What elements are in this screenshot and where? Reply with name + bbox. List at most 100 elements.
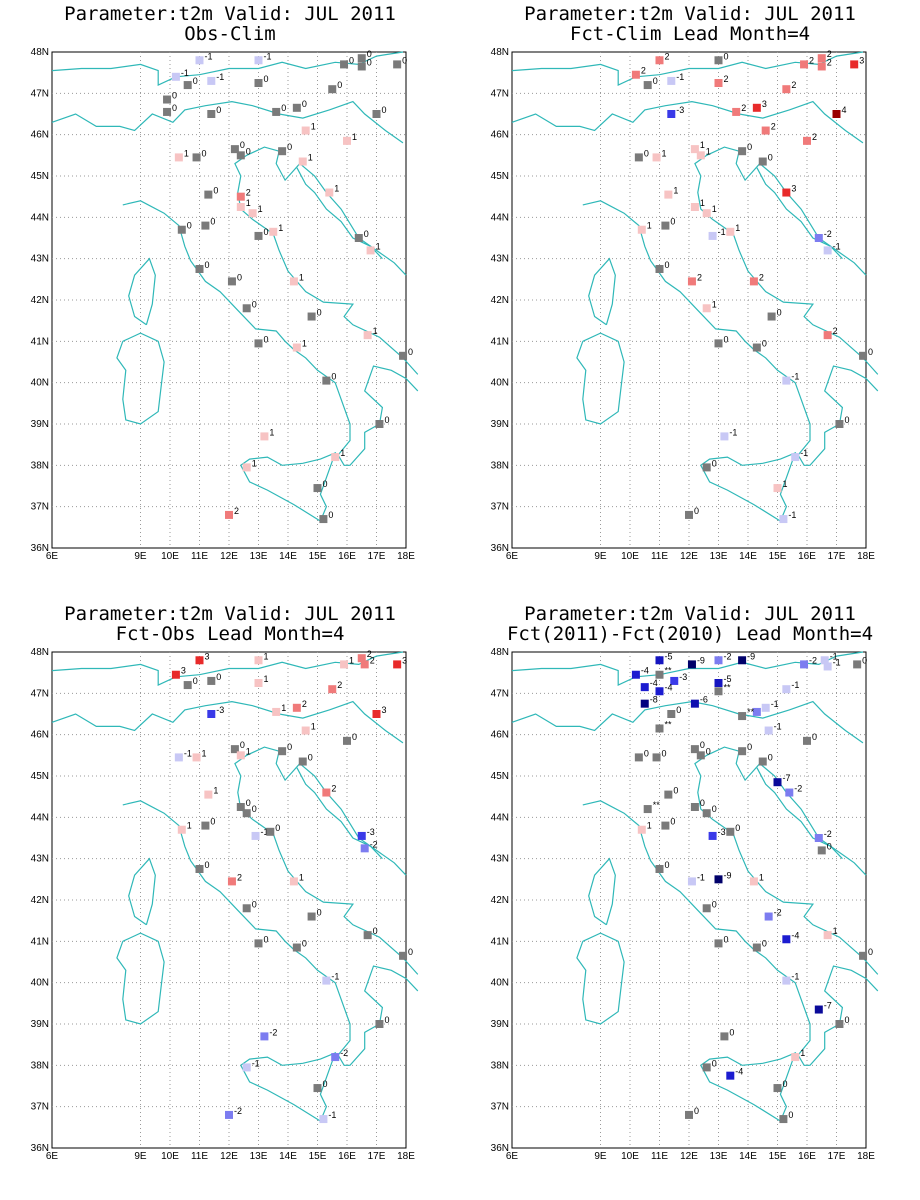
lon-tick-label: 18E <box>857 1151 875 1162</box>
lat-tick-label: 39N <box>491 419 509 430</box>
station-marker <box>667 110 676 118</box>
lat-tick-label: 44N <box>491 812 509 823</box>
station-marker <box>758 157 767 166</box>
station-marker <box>823 246 832 255</box>
station-value-label: -2 <box>794 784 802 794</box>
lon-tick-label: 16E <box>798 1151 816 1162</box>
station-value-label: 0 <box>264 74 269 84</box>
station-marker <box>640 699 649 708</box>
station-marker <box>195 656 204 665</box>
station-value-label: -9 <box>697 655 705 665</box>
station-marker <box>195 265 204 273</box>
lat-tick-label: 43N <box>491 254 509 265</box>
lat-tick-label: 42N <box>31 895 49 906</box>
station-marker <box>643 805 652 814</box>
station-value-label: 0 <box>712 899 717 909</box>
station-value-label: 3 <box>205 651 210 661</box>
lon-tick-label: 15E <box>769 1151 787 1162</box>
station-value-label: 0 <box>328 510 333 520</box>
station-value-label: 1 <box>376 241 381 251</box>
station-marker <box>230 145 239 154</box>
station-value-label: 0 <box>172 91 177 101</box>
station-value-label: 0 <box>323 479 328 489</box>
lat-tick-label: 41N <box>491 936 509 947</box>
station-marker <box>195 56 204 65</box>
station-marker <box>292 103 301 112</box>
station-marker <box>163 95 172 104</box>
station-value-label: 4 <box>842 105 847 115</box>
station-value-label: 2 <box>724 74 729 84</box>
station-marker <box>714 679 723 687</box>
station-value-label: -2 <box>269 1027 277 1037</box>
station-marker <box>696 751 705 760</box>
lon-tick-label: 15E <box>769 551 787 562</box>
station-value-label: 0 <box>384 1015 389 1025</box>
station-marker <box>328 685 337 694</box>
lat-tick-label: 46N <box>31 130 49 141</box>
lat-tick-label: 46N <box>491 130 509 141</box>
station-value-label: -3 <box>718 827 726 837</box>
station-value-label: 0 <box>367 49 372 59</box>
station-value-label: 0 <box>868 947 873 957</box>
lon-tick-label: 11E <box>191 551 208 562</box>
station-marker <box>254 79 263 87</box>
lat-tick-label: 40N <box>31 378 49 389</box>
station-value-label: 1 <box>187 821 192 831</box>
station-marker <box>814 1005 823 1014</box>
station-value-label: -1 <box>216 72 224 82</box>
station-marker <box>803 136 811 145</box>
station-marker <box>640 683 649 692</box>
station-value-label: -9 <box>724 870 732 880</box>
station-value-label: 0 <box>281 103 286 113</box>
lat-tick-label: 37N <box>491 502 509 513</box>
lon-tick-label: 15E <box>309 551 327 562</box>
station-value-label: 2 <box>370 655 375 665</box>
lon-tick-label: 14E <box>739 1151 757 1162</box>
coastline <box>122 200 419 466</box>
station-value-label: 1 <box>700 140 705 150</box>
station-marker <box>850 60 859 69</box>
station-value-label: -9 <box>747 651 755 661</box>
station-value-label: 2 <box>302 699 307 709</box>
station-marker <box>183 81 192 90</box>
station-value-label: 1 <box>647 221 652 231</box>
station-value-label: -2 <box>824 229 832 239</box>
station-marker <box>758 757 767 766</box>
station-marker <box>752 943 761 952</box>
station-marker <box>738 712 747 721</box>
station-marker <box>687 877 696 886</box>
station-marker <box>289 877 298 886</box>
lon-tick-label: 6E <box>46 551 59 562</box>
station-marker <box>325 188 334 197</box>
station-marker <box>192 153 201 162</box>
station-marker <box>242 809 251 818</box>
station-marker <box>319 515 328 524</box>
station-marker <box>696 151 705 160</box>
station-marker <box>399 351 408 360</box>
lat-tick-label: 48N <box>491 47 509 58</box>
station-marker <box>764 912 773 921</box>
panel-fct-obs: Parameter:t2m Valid: JUL 2011 Fct-Obs Le… <box>0 600 460 1200</box>
station-value-label: 1 <box>311 122 316 132</box>
station-value-label: 1 <box>264 674 269 684</box>
station-marker <box>236 803 245 811</box>
station-value-label: 0 <box>302 939 307 949</box>
lat-tick-label: 43N <box>31 854 49 865</box>
station-value-label: 0 <box>216 105 221 115</box>
station-value-label: 0 <box>665 260 670 270</box>
station-marker <box>714 875 723 884</box>
coastline <box>576 932 625 1025</box>
station-marker <box>363 931 372 940</box>
map-plot: 6E 9E 10E 11E 12E 13E 14E 15E 16E 17E 18E 36N 37N 38N… <box>491 47 879 562</box>
station-value-label: 2 <box>741 103 746 113</box>
station-value-label: ** <box>653 800 661 810</box>
coastline <box>588 857 616 926</box>
station-value-label: 1 <box>833 926 838 936</box>
panel-obs-clim: Parameter:t2m Valid: JUL 2011 Obs-Clim 6… <box>0 0 460 600</box>
station-value-label: -1 <box>791 372 799 382</box>
coastline <box>582 800 879 1066</box>
station-marker <box>278 747 287 756</box>
station-marker <box>307 312 316 321</box>
station-value-label: 1 <box>258 204 263 214</box>
station-marker <box>817 846 826 855</box>
